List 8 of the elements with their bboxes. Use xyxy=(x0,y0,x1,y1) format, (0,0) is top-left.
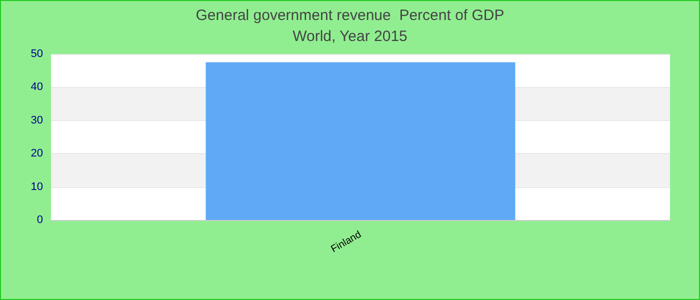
y-tick-label: 40 xyxy=(30,81,43,94)
chart-subtitle: World, Year 2015 xyxy=(292,28,408,45)
y-tick-label: 30 xyxy=(30,114,43,126)
y-tick-label: 10 xyxy=(30,180,43,193)
y-tick-label: 20 xyxy=(30,148,43,160)
y-tick-label: 50 xyxy=(30,48,43,60)
y-tick-label: 0 xyxy=(36,214,43,226)
chart-title: General government revenue Percent of GDP xyxy=(196,7,504,24)
